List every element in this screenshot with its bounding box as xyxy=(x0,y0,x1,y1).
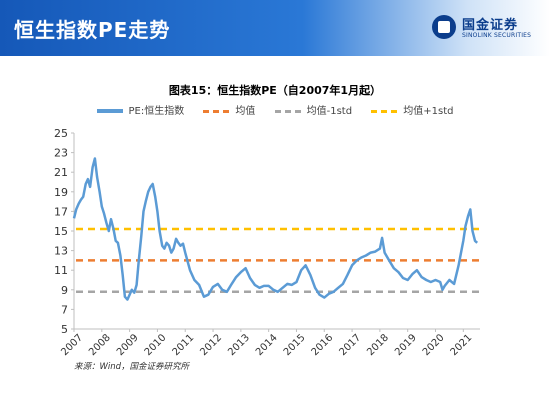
legend-swatch-mean xyxy=(203,109,230,113)
x-tick-label: 2011 xyxy=(171,332,197,358)
slide-title: 恒生指数PE走势 xyxy=(14,18,171,42)
y-tick-label: 13 xyxy=(54,245,68,258)
logo-text-cn: 国金证券 xyxy=(462,18,519,33)
legend-item-mean-minus-std: 均值-1std xyxy=(274,102,353,117)
y-tick-label: 25 xyxy=(54,127,68,140)
x-tick-label: 2008 xyxy=(87,332,113,358)
x-tick-label: 2021 xyxy=(449,332,475,358)
company-logo: 国金证券 SINOLINK SECURITIES xyxy=(432,10,536,46)
x-tick-label: 2016 xyxy=(310,332,336,358)
legend-item-mean: 均值 xyxy=(203,102,255,117)
chart-legend: PE:恒生指数 均值 均值-1std 均值+1std xyxy=(0,102,550,118)
y-tick-label: 21 xyxy=(54,166,68,179)
legend-label-mean-minus-std: 均值-1std xyxy=(306,106,353,117)
x-tick-label: 2007 xyxy=(59,332,85,358)
x-tick-label: 2019 xyxy=(393,332,419,358)
x-tick-label: 2012 xyxy=(198,332,224,358)
x-tick-label: 2018 xyxy=(365,332,391,358)
legend-swatch-mean-plus-std xyxy=(371,109,398,113)
y-tick-label: 5 xyxy=(61,323,68,336)
x-tick-label: 2017 xyxy=(337,332,363,358)
chart-title: 图表15：恒生指数PE（自2007年1月起） xyxy=(168,84,382,97)
legend-item-mean-plus-std: 均值+1std xyxy=(371,102,453,117)
legend-label-pe: PE:恒生指数 xyxy=(128,106,185,117)
x-tick-label: 2014 xyxy=(254,332,280,358)
y-tick-label: 17 xyxy=(54,205,68,218)
y-tick-label: 9 xyxy=(61,284,68,297)
legend-swatch-pe xyxy=(96,109,123,113)
legend-item-pe: PE:恒生指数 xyxy=(96,102,185,117)
y-tick-label: 11 xyxy=(54,264,68,277)
legend-swatch-mean-minus-std xyxy=(274,109,301,113)
x-tick-label: 2020 xyxy=(421,332,447,358)
y-tick-label: 7 xyxy=(61,303,68,316)
slide-header: 恒生指数PE走势 国金证券 SINOLINK SECURITIES xyxy=(0,0,550,56)
logo-mark-icon xyxy=(432,15,456,39)
pe-series-line xyxy=(72,157,479,301)
source-note: 来源：Wind，国金证券研究所 xyxy=(74,362,190,372)
legend-label-mean: 均值 xyxy=(235,106,256,117)
x-tick-label: 2013 xyxy=(226,332,252,358)
x-tick-label: 2015 xyxy=(282,332,308,358)
y-tick-label: 19 xyxy=(54,186,68,199)
logo-text-en: SINOLINK SECURITIES xyxy=(462,32,532,39)
legend-label-mean-plus-std: 均值+1std xyxy=(403,106,454,117)
x-tick-label: 2010 xyxy=(143,332,169,358)
y-tick-label: 23 xyxy=(54,147,68,160)
x-tick-label: 2009 xyxy=(115,332,141,358)
y-tick-label: 15 xyxy=(54,225,68,238)
